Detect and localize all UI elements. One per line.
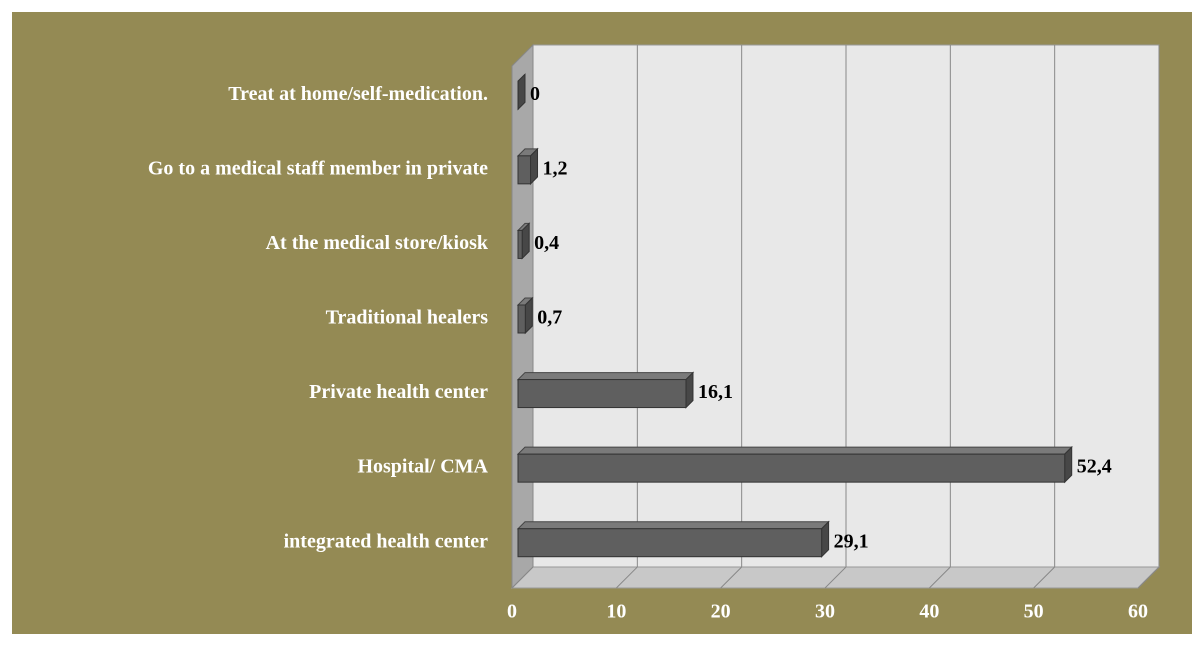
y-tick-label: Treat at home/self-medication.: [228, 83, 488, 105]
bar: [516, 296, 534, 335]
bar: [516, 222, 531, 260]
floor-grid-line: [511, 566, 534, 589]
y-tick-label: Go to a medical staff member in private: [148, 157, 488, 179]
bar: [516, 371, 695, 409]
y-tick-label: Private health center: [309, 381, 488, 403]
bar-face: [1064, 445, 1073, 484]
floor-grid-line: [1033, 566, 1056, 589]
bar-face: [517, 304, 526, 334]
floor-grid-line: [720, 566, 743, 589]
bar-face: [685, 371, 694, 409]
data-label: 0,7: [537, 307, 562, 329]
bar-face: [517, 155, 532, 185]
floor-grid-line: [928, 566, 951, 589]
bar-face: [517, 379, 687, 409]
bar-face: [521, 222, 530, 260]
bar-face: [516, 446, 1073, 455]
bar-face: [517, 73, 526, 111]
data-label: 29,1: [834, 530, 869, 552]
bar-face: [517, 453, 1066, 483]
x-tick-label: 30: [815, 601, 835, 623]
x-tick-label: 40: [919, 601, 939, 623]
bar: [517, 73, 526, 111]
bar-face: [517, 229, 523, 259]
bar-face: [821, 520, 830, 558]
data-label: 0,4: [534, 232, 559, 254]
bar-face: [516, 372, 695, 381]
floor-grid-line: [1137, 566, 1160, 589]
x-tick-label: 0: [507, 601, 517, 623]
y-tick-label: integrated health center: [284, 530, 489, 552]
x-tick-label: 50: [1024, 601, 1044, 623]
floor-grid-line: [615, 566, 638, 589]
bar-face: [516, 521, 830, 530]
data-label: 1,2: [543, 157, 568, 179]
y-tick-label: Traditional healers: [326, 307, 489, 329]
x-tick-label: 20: [711, 601, 731, 623]
y-tick-label: Hospital/ CMA: [357, 456, 488, 478]
bar-face: [517, 528, 823, 558]
data-label: 52,4: [1077, 456, 1112, 478]
data-label: 16,1: [698, 381, 733, 403]
bar: [516, 520, 830, 558]
x-tick-label: 10: [606, 601, 626, 623]
floor-grid-line: [824, 566, 847, 589]
data-label: 0: [530, 83, 540, 105]
bar: [516, 147, 539, 186]
y-tick-label: At the medical store/kiosk: [266, 232, 489, 254]
x-tick-label: 60: [1128, 601, 1148, 623]
bar-face: [524, 296, 533, 335]
bar: [516, 445, 1073, 484]
bar-face: [530, 147, 539, 186]
